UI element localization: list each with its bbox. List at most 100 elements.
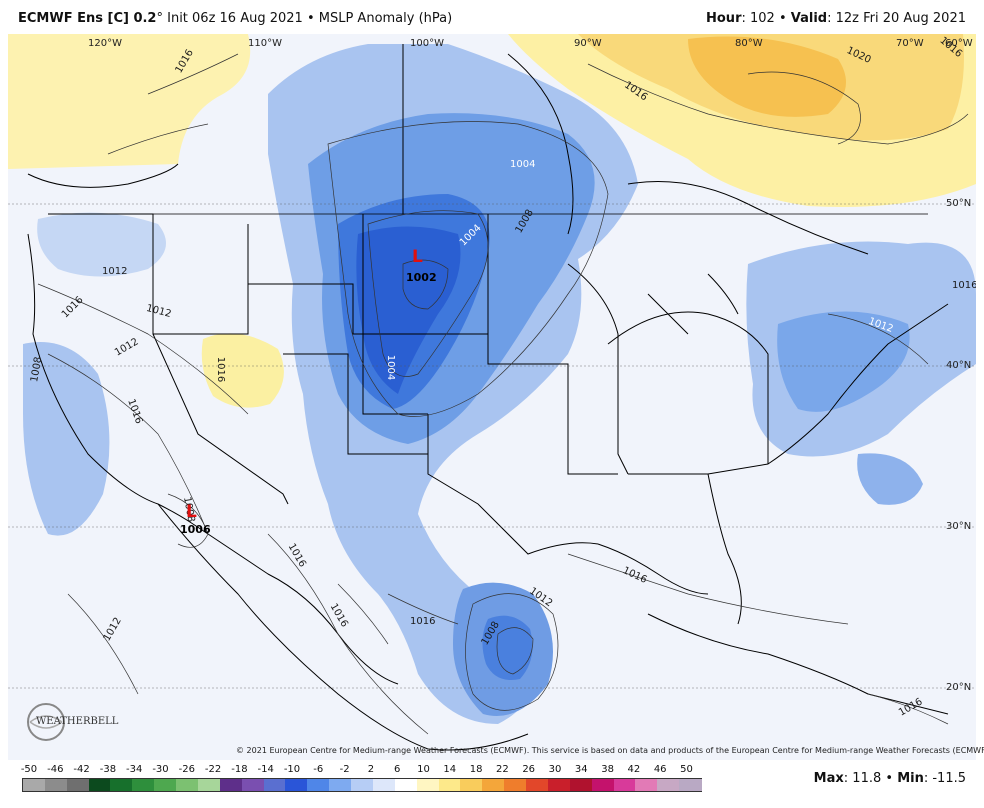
colorbar-swatch — [504, 779, 528, 791]
contour-label: 1004 — [510, 159, 536, 170]
negative-anomaly-northwest — [37, 212, 166, 277]
max-min-readout: Max: 11.8 • Min: -11.5 — [814, 771, 966, 786]
low-pressure-value: 1006 — [180, 523, 211, 536]
colorbar-tick-label: -18 — [231, 764, 248, 775]
colorbar-swatch — [460, 779, 484, 791]
colorbar-swatch — [438, 779, 462, 791]
contour-label: 1016 — [215, 356, 227, 383]
colorbar-tick-label: -50 — [20, 764, 38, 775]
colorbar-swatch — [263, 779, 287, 791]
copyright-credit: © 2021 European Centre for Medium-range … — [236, 746, 984, 755]
colorbar-swatch — [394, 779, 419, 791]
map-title: ECMWF Ens [C] 0.2° Init 06z 16 Aug 2021 … — [18, 11, 452, 26]
max-value: : 11.8 — [843, 771, 882, 786]
colorbar-swatch — [547, 779, 572, 791]
lat-label-30n: 30°N — [946, 521, 972, 532]
colorbar-tick-label: 14 — [443, 764, 457, 775]
negative-anomaly-west — [23, 342, 110, 536]
negative-anomaly-east-core — [777, 311, 910, 412]
lat-label-50n: 50°N — [946, 198, 972, 209]
colorbar-tick-label: -30 — [152, 764, 169, 775]
negative-anomaly-southeast — [857, 453, 923, 505]
model-name: ECMWF Ens [C] 0.2 — [18, 11, 157, 26]
colorbar-tick-label: -14 — [257, 764, 274, 775]
valid-separator: • — [774, 11, 791, 26]
colorbar-swatch — [569, 779, 593, 791]
lon-label-70w: 70°W — [896, 38, 924, 49]
positive-anomaly-northwest — [8, 34, 251, 169]
valid-label: Valid — [790, 11, 828, 26]
colorbar-swatch — [154, 779, 178, 791]
lon-label-90w: 90°W — [574, 38, 602, 49]
colorbar — [22, 778, 703, 792]
positive-anomaly-max — [688, 36, 846, 117]
colorbar-tick-label: -34 — [126, 764, 143, 775]
colorbar-tick-label: -42 — [73, 764, 90, 775]
colorbar-swatch — [526, 779, 550, 791]
colorbar-swatch — [110, 779, 134, 791]
colorbar-tick-label: 30 — [548, 764, 562, 775]
map-canvas — [8, 34, 976, 760]
colorbar-tick-label: -10 — [283, 764, 301, 775]
graticule — [8, 203, 976, 689]
title-separator: • — [302, 11, 319, 26]
low-pressure-marker: L — [186, 502, 197, 522]
contour-label: 1012 — [102, 266, 128, 277]
isobars-layer — [37, 53, 969, 735]
header-bar: ECMWF Ens [C] 0.2° Init 06z 16 Aug 2021 … — [0, 0, 984, 34]
colorbar-swatch — [23, 779, 47, 791]
colorbar-tick-label: 22 — [496, 764, 509, 775]
degree-sign: ° — [156, 11, 163, 26]
colorbar-tick-label: -22 — [204, 764, 222, 775]
colorbar-swatch — [176, 779, 200, 791]
anomaly-map: 120°W 110°W 100°W 90°W 80°W 70°W 60°W 50… — [8, 34, 976, 760]
low-pressure-value: 1002 — [406, 271, 437, 284]
colorbar-swatch — [679, 779, 703, 791]
low-pressure-marker: L — [412, 247, 423, 267]
lat-label-20n: 20°N — [946, 682, 972, 693]
max-label: Max — [813, 771, 844, 786]
hour-value: : 102 — [741, 11, 775, 26]
colorbar-tick-label: 38 — [601, 764, 614, 775]
colorbar-swatch — [44, 779, 69, 791]
init-time: Init 06z 16 Aug 2021 — [167, 11, 303, 26]
colorbar-swatch — [307, 779, 331, 791]
colorbar-tick-label: 6 — [394, 764, 401, 775]
lon-label-110w: 110°W — [248, 38, 282, 49]
colorbar-swatch — [219, 779, 244, 791]
colorbar-swatch — [241, 779, 265, 791]
colorbar-swatch — [285, 779, 309, 791]
colorbar-tick-label: -2 — [339, 764, 350, 775]
lon-label-80w: 80°W — [735, 38, 763, 49]
colorbar-swatch — [657, 779, 681, 791]
colorbar-tick-label: -26 — [178, 764, 195, 775]
lon-label-60w: 60°W — [945, 38, 973, 49]
colorbar-swatch — [197, 779, 222, 791]
colorbar-swatch — [591, 779, 615, 791]
colorbar-swatch — [482, 779, 506, 791]
contour-label: 1016 — [410, 616, 436, 627]
colorbar-swatch — [66, 779, 90, 791]
colorbar-swatch — [635, 779, 659, 791]
colorbar-tick-label: 46 — [653, 764, 667, 775]
colorbar-tick-label: 42 — [627, 764, 641, 775]
logo-globe-icon — [27, 703, 65, 741]
colorbar-tick-label: -6 — [313, 764, 324, 775]
lat-label-40n: 40°N — [946, 360, 972, 371]
colorbar-tick-label: 18 — [469, 764, 483, 775]
colorbar-swatch — [372, 779, 397, 791]
colorbar-swatch — [351, 779, 375, 791]
colorbar-swatch — [613, 779, 637, 791]
hour-label: Hour — [706, 11, 742, 26]
colorbar-swatch — [132, 779, 156, 791]
colorbar-swatch — [416, 779, 440, 791]
valid-value: : 12z Fri 20 Aug 2021 — [827, 11, 966, 26]
positive-anomaly-basin — [201, 333, 284, 408]
colorbar-swatch — [329, 779, 353, 791]
negative-anomaly-gulf-core — [482, 615, 533, 680]
min-value: : -11.5 — [923, 771, 966, 786]
valid-time: Hour: 102 • Valid: 12z Fri 20 Aug 2021 — [706, 11, 966, 26]
colorbar-tick-label: 10 — [417, 764, 430, 775]
logo-text: WEATHERBELL — [36, 716, 119, 727]
colorbar-tick-label: 34 — [574, 764, 588, 775]
